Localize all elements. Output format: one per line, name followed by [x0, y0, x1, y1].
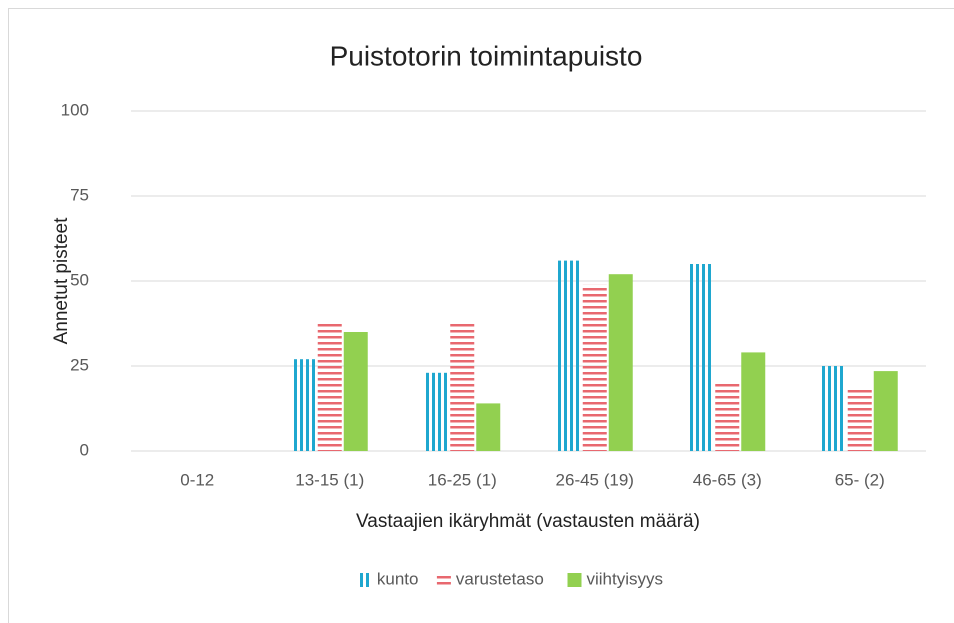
bar	[582, 284, 607, 451]
bar	[847, 389, 872, 451]
legend-swatch	[436, 573, 451, 587]
x-axis-title: Vastaajien ikäryhmät (vastausten määrä)	[356, 511, 700, 532]
bar	[608, 274, 633, 451]
bar	[556, 260, 581, 451]
y-axis-title: Annetut pisteet	[51, 217, 72, 344]
bar	[450, 321, 475, 451]
legend-label: kunto	[377, 569, 419, 588]
bar	[873, 371, 898, 451]
legend-label: varustetaso	[456, 569, 544, 588]
bar	[689, 264, 714, 451]
legend-label: viihtyisyys	[587, 569, 664, 588]
bar	[741, 352, 766, 451]
x-tick-label: 46-65 (3)	[693, 470, 762, 489]
x-tick-label: 26-45 (19)	[556, 470, 634, 489]
x-tick-label: 13-15 (1)	[295, 470, 364, 489]
legend-swatch	[567, 573, 582, 587]
legend-swatch	[357, 573, 372, 587]
bar	[424, 372, 449, 451]
chart-title: Puistotorin toimintapuisto	[330, 40, 643, 71]
y-tick-label: 0	[80, 440, 89, 459]
x-tick-label: 16-25 (1)	[428, 470, 497, 489]
bar	[715, 383, 740, 451]
y-tick-label: 100	[61, 100, 89, 119]
y-tick-label: 50	[70, 270, 89, 289]
bar	[821, 366, 846, 451]
bar	[291, 359, 316, 451]
x-tick-label: 65- (2)	[835, 470, 885, 489]
bar	[343, 332, 368, 451]
y-tick-label: 75	[70, 185, 89, 204]
bar	[317, 321, 342, 451]
y-tick-label: 25	[70, 355, 89, 374]
x-tick-label: 0-12	[180, 470, 214, 489]
bar	[476, 403, 501, 451]
